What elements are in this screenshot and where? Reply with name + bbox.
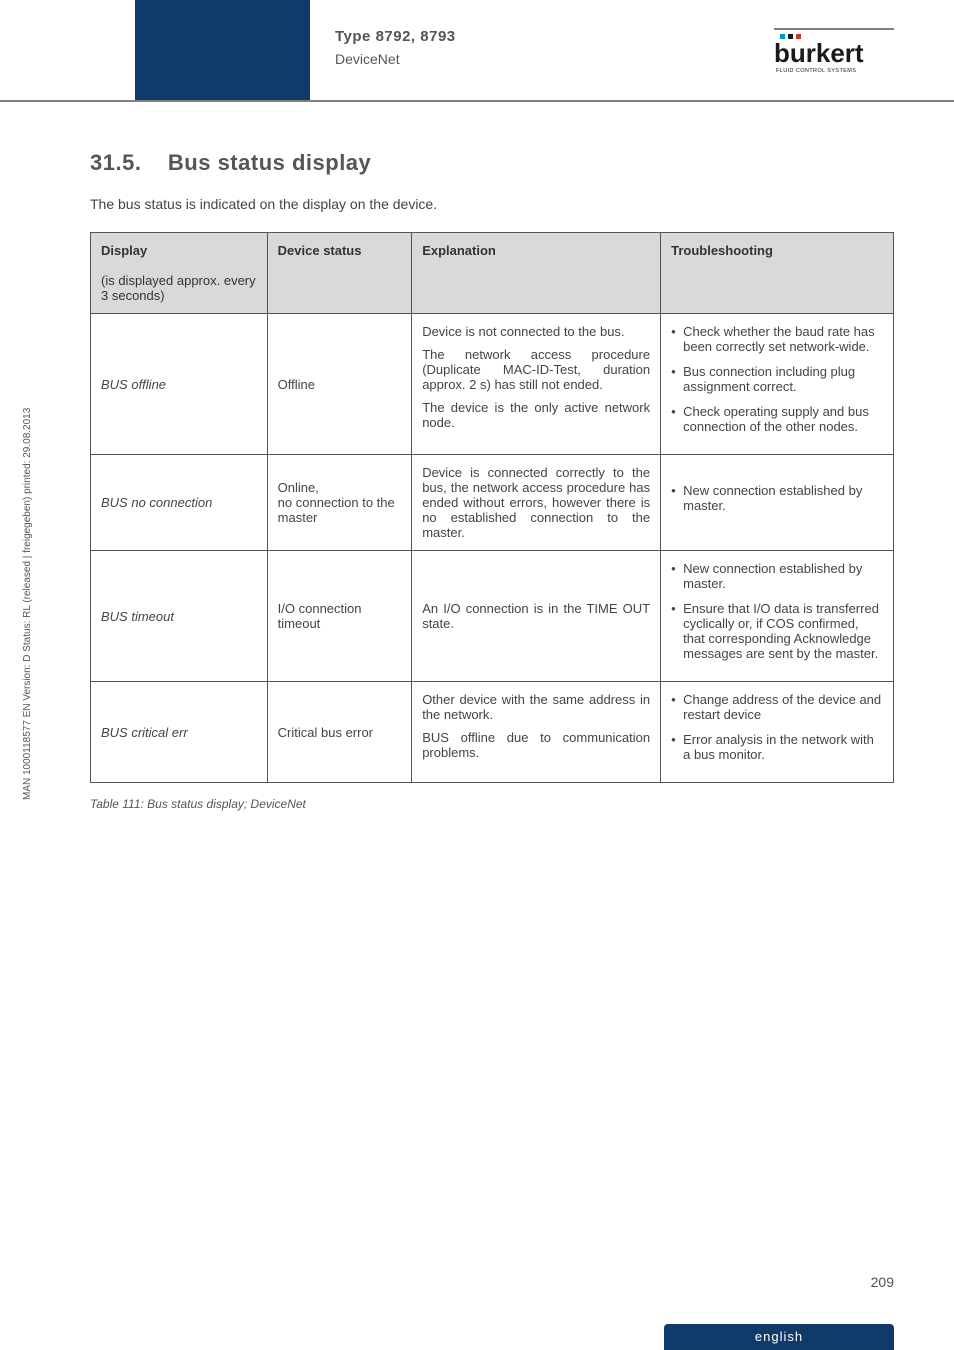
cell-device-status: Offline bbox=[267, 314, 412, 455]
footer-language-tab: english bbox=[664, 1324, 894, 1350]
status-table: Display (is displayed approx. every 3 se… bbox=[90, 232, 894, 783]
sub-line: DeviceNet bbox=[335, 51, 456, 67]
cell-display: BUS timeout bbox=[91, 551, 268, 682]
cell-troubleshooting: New connection established by master. bbox=[661, 455, 894, 551]
th-troubleshooting: Troubleshooting bbox=[661, 233, 894, 314]
th-display-main: Display bbox=[101, 243, 147, 258]
section-intro: The bus status is indicated on the displ… bbox=[90, 196, 894, 212]
cell-device-status: Critical bus error bbox=[267, 682, 412, 783]
table-body: BUS offlineOfflineDevice is not connecte… bbox=[91, 314, 894, 783]
table-caption: Table 111: Bus status display; DeviceNet bbox=[90, 797, 894, 811]
cell-troubleshooting: Check whether the baud rate has been cor… bbox=[661, 314, 894, 455]
table-row: BUS critical errCritical bus errorOther … bbox=[91, 682, 894, 783]
header-blue-block bbox=[135, 0, 310, 100]
cell-device-status: I/O connection timeout bbox=[267, 551, 412, 682]
table-row: BUS offlineOfflineDevice is not connecte… bbox=[91, 314, 894, 455]
cell-troubleshooting: New connection established by master.Ens… bbox=[661, 551, 894, 682]
th-display: Display (is displayed approx. every 3 se… bbox=[91, 233, 268, 314]
logo-subtext: FLUID CONTROL SYSTEMS bbox=[776, 68, 856, 74]
section-heading: 31.5. Bus status display bbox=[90, 150, 894, 176]
cell-display: BUS offline bbox=[91, 314, 268, 455]
th-display-sub: (is displayed approx. every 3 seconds) bbox=[101, 273, 256, 303]
main-content: 31.5. Bus status display The bus status … bbox=[0, 100, 954, 811]
th-device-status: Device status bbox=[267, 233, 412, 314]
header-bar: Type 8792, 8793 DeviceNet burkert FLUID … bbox=[0, 0, 954, 100]
page-number: 209 bbox=[871, 1274, 894, 1290]
cell-explanation: Other device with the same address in th… bbox=[412, 682, 661, 783]
header-left: Type 8792, 8793 DeviceNet bbox=[335, 28, 456, 67]
cell-display: BUS critical err bbox=[91, 682, 268, 783]
cell-troubleshooting: Change address of the device and restart… bbox=[661, 682, 894, 783]
table-row: BUS no connectionOnline,no connection to… bbox=[91, 455, 894, 551]
cell-explanation: Device is connected correctly to the bus… bbox=[412, 455, 661, 551]
section-number: 31.5. bbox=[90, 150, 141, 175]
type-line: Type 8792, 8793 bbox=[335, 28, 456, 45]
cell-explanation: An I/O connection is in the TIME OUT sta… bbox=[412, 551, 661, 682]
cell-explanation: Device is not connected to the bus.The n… bbox=[412, 314, 661, 455]
section-title: Bus status display bbox=[168, 150, 371, 175]
brand-logo: burkert FLUID CONTROL SYSTEMS bbox=[774, 28, 894, 83]
table-row: BUS timeoutI/O connection timeoutAn I/O … bbox=[91, 551, 894, 682]
th-explanation: Explanation bbox=[412, 233, 661, 314]
header-rule bbox=[0, 100, 954, 102]
logo-text: burkert bbox=[774, 38, 864, 68]
cell-display: BUS no connection bbox=[91, 455, 268, 551]
side-meta: MAN 1000118577 EN Version: D Status: RL … bbox=[22, 408, 33, 800]
cell-device-status: Online,no connection to the master bbox=[267, 455, 412, 551]
